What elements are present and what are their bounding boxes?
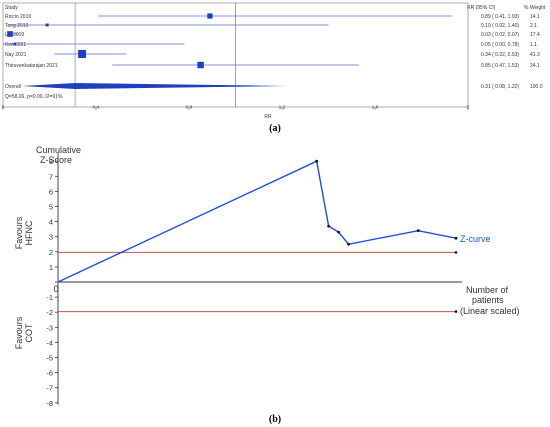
forest-weight-value: 2.1 — [530, 23, 537, 29]
forest-point-marker — [13, 42, 16, 46]
forest-point-marker — [197, 61, 204, 69]
forest-rr-value: 0.05 ( 0.00, 0.78) — [481, 42, 519, 48]
tsa-lower-label-line2: COT — [24, 323, 34, 343]
tsa-series-label: Z-curve — [460, 234, 491, 244]
forest-study-name: Lin 2019 — [5, 32, 24, 38]
tsa-y-tick-label: 1 — [49, 263, 53, 272]
tsa-y-tick-label: 4 — [49, 218, 53, 227]
tsa-z-curve-point — [337, 230, 340, 234]
tsa-caption: (b) — [269, 414, 281, 425]
tsa-z-curve-point — [347, 242, 350, 246]
forest-weight-value: 14.1 — [530, 14, 540, 20]
forest-rr-header: RR (95% CI) — [467, 5, 496, 11]
tsa-y-tick-label: 2 — [49, 248, 53, 257]
tsa-origin-label: 0 — [53, 284, 58, 294]
tsa-y-tick-label: -7 — [46, 384, 53, 393]
forest-x-tick-label: 0 — [2, 105, 5, 111]
tsa-y-tick-label: -1 — [46, 293, 53, 302]
forest-x-tick-label: 1.6 — [372, 105, 379, 111]
forest-weight-value: 1.1 — [530, 42, 537, 48]
forest-overall-name: Overall — [5, 84, 21, 90]
forest-rr-value: 0.34 ( 0.22, 0.53) — [481, 52, 519, 58]
forest-heterogeneity: Q=58.26, p=0.00, I2=91% — [5, 94, 63, 100]
forest-x-tick-label: 2 — [467, 105, 470, 111]
tsa-z-curve — [57, 159, 458, 283]
tsa-y-tick-label: 7 — [49, 172, 53, 181]
tsa-y-label-line2: Z-Score — [40, 155, 72, 165]
tsa-lower-label-line1: Favours — [14, 316, 24, 349]
forest-weight-header: % Weight — [524, 5, 546, 11]
tsa-x-label-line3: (Linear scaled) — [460, 306, 520, 316]
forest-rr-value: 0.89 ( 0.41, 1.93) — [481, 14, 519, 20]
tsa-z-curve-point — [327, 224, 331, 228]
forest-point-marker — [207, 13, 213, 19]
tsa-y-tick-label: 5 — [49, 203, 53, 212]
forest-x-label: RR — [264, 114, 272, 120]
tsa-boundary-end-point — [454, 251, 458, 254]
tsa-axes: 8 7 6 5 4 3 2 1 -1 -2 -3 -4 -5 -6 -7 -8 — [46, 153, 462, 408]
tsa-z-curve-point — [416, 229, 420, 233]
tsa-y-tick-label: 6 — [49, 187, 53, 196]
forest-weight-value: 41.3 — [530, 52, 540, 58]
tsa-y-tick-label: 3 — [49, 233, 53, 242]
forest-x-axis: 0 0.4 0.8 1.2 1.6 2 — [2, 105, 470, 111]
forest-point-marker — [45, 23, 49, 27]
forest-plot: Study RR (95% CI) % Weight Riccio 2019 0.… — [2, 2, 546, 134]
tsa-y-tick-label: 8 — [49, 157, 53, 166]
forest-weight-value: 24.1 — [530, 63, 540, 69]
tsa-upper-label-line1: Favours — [14, 216, 24, 249]
tsa-z-curve-line — [57, 160, 457, 283]
forest-study-name: Thiruvenkatarajan 2021 — [5, 63, 58, 69]
tsa-x-label-line2: patients — [472, 295, 504, 305]
forest-rr-value: 0.85 ( 0.47, 1.53) — [481, 63, 519, 69]
tsa-y-label-line1: Cumulative — [36, 145, 81, 155]
tsa-boundary-end-point — [454, 310, 458, 313]
forest-study-name: Tong 2019 — [5, 23, 29, 29]
tsa-z-curve-point — [315, 159, 319, 163]
forest-study-name: Riccio 2019 — [5, 14, 31, 20]
tsa-chart: Cumulative Z-Score 8 7 6 5 4 3 2 1 -1 -2 -3 -4 -5 -6 -… — [14, 145, 520, 425]
tsa-boundary-lines — [58, 251, 458, 313]
forest-overall-rr: 0.31 ( 0.08, 1.22) — [481, 84, 519, 90]
forest-point-marker — [7, 31, 13, 37]
forest-rr-value: 0.19 ( 0.02, 1.40) — [481, 23, 519, 29]
forest-study-name: Nay 2021 — [5, 52, 27, 58]
tsa-upper-label-line2: HFNC — [24, 220, 34, 245]
tsa-x-label-line1: Number of — [466, 285, 509, 295]
tsa-y-tick-label: -4 — [46, 338, 53, 347]
forest-x-tick-label: 1.2 — [279, 105, 286, 111]
forest-x-tick-label: 0.8 — [186, 105, 193, 111]
tsa-y-tick-label: -6 — [46, 369, 53, 378]
forest-study-header: Study — [5, 5, 18, 11]
forest-overall-weight: 100.0 — [530, 84, 543, 90]
tsa-y-tick-label: -2 — [46, 308, 53, 317]
tsa-y-tick-label: -5 — [46, 354, 53, 363]
forest-x-tick-label: 0.4 — [93, 105, 100, 111]
forest-rr-value: 0.03 ( 0.02, 0.07) — [481, 32, 519, 38]
forest-overall-diamond — [21, 83, 287, 89]
forest-frame — [2, 2, 469, 108]
forest-point-marker — [78, 50, 87, 58]
tsa-z-curve-point — [454, 236, 458, 240]
forest-caption: (a) — [269, 123, 281, 134]
forest-weight-value: 17.4 — [530, 32, 540, 38]
forest-rows: Riccio 2019 0.89 ( 0.41, 1.93) 14.1 Tong 20… — [3, 13, 543, 90]
tsa-y-tick-label: -3 — [46, 323, 53, 332]
tsa-y-tick-label: -8 — [46, 399, 53, 408]
